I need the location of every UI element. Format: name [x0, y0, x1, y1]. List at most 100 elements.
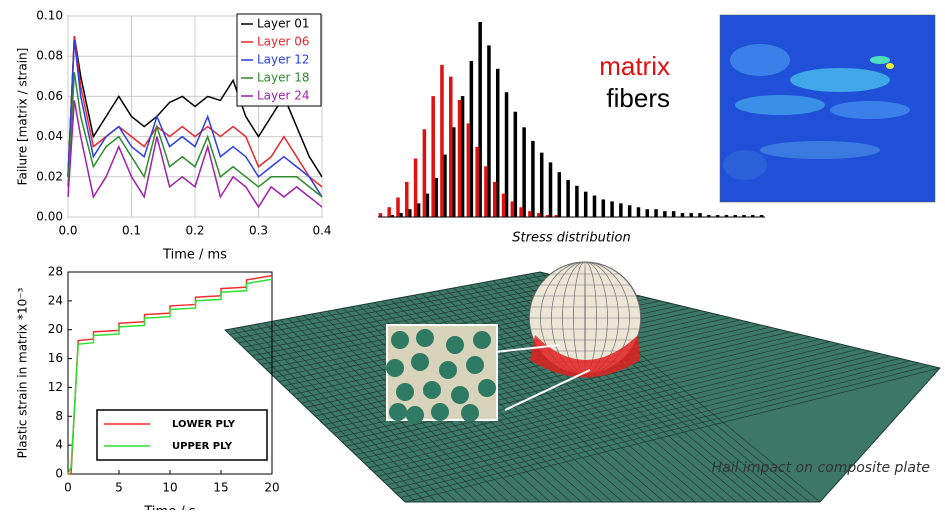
x-axis-label: Stress distribution: [512, 231, 630, 246]
legend-label: Layer 18: [257, 71, 310, 85]
y-tick-label: 0.06: [36, 89, 63, 103]
fiber: [451, 386, 469, 404]
bar: [431, 96, 435, 217]
fiber: [473, 331, 491, 349]
bar: [689, 213, 693, 217]
bar: [502, 194, 506, 217]
y-tick-label: 0.04: [36, 129, 63, 143]
fiber: [416, 329, 434, 347]
bar: [417, 203, 421, 217]
fiber: [411, 353, 429, 371]
bar: [540, 153, 544, 217]
bar: [619, 203, 623, 217]
bar: [379, 213, 383, 217]
fiber: [478, 379, 496, 397]
bar: [434, 178, 438, 217]
fiber: [431, 403, 449, 421]
y-tick-label: 4: [55, 438, 63, 452]
bar: [511, 201, 515, 217]
bar: [399, 213, 403, 217]
x-tick-label: 0.2: [185, 224, 204, 238]
bar: [549, 162, 553, 217]
y-tick-label: 0.00: [36, 210, 63, 224]
bar: [628, 205, 632, 217]
x-tick-label: 0.4: [312, 224, 331, 238]
legend-box: [97, 410, 267, 460]
legend-label: UPPER PLY: [172, 441, 233, 452]
x-tick-label: 0.3: [249, 224, 268, 238]
x-axis-label: Time / ms: [162, 248, 227, 263]
y-tick-label: 16: [48, 351, 63, 365]
fiber: [386, 359, 404, 377]
legend-label: Layer 06: [257, 35, 310, 49]
bar: [575, 186, 579, 217]
y-tick-label: 0.02: [36, 169, 63, 183]
y-tick-label: 12: [48, 380, 63, 394]
y-tick-label: 24: [48, 293, 63, 307]
bar: [496, 69, 500, 217]
bar: [528, 211, 532, 217]
y-axis-label: Failure [matrix / strain]: [16, 48, 30, 186]
bar: [478, 22, 482, 217]
fiber: [461, 404, 479, 422]
y-tick-label: 0.08: [36, 49, 63, 63]
bar: [663, 211, 667, 217]
fiber: [446, 336, 464, 354]
y-axis-label: Plastic strain in matrix *10⁻³: [16, 287, 30, 458]
bar: [387, 207, 391, 217]
bar: [593, 196, 597, 217]
y-tick-label: 0: [55, 467, 63, 481]
bar: [654, 209, 658, 217]
bar: [452, 127, 456, 217]
bar: [475, 147, 479, 217]
bar: [487, 45, 491, 217]
bar: [531, 141, 535, 217]
legend-label: matrix: [599, 51, 670, 81]
bar: [672, 211, 676, 217]
stress-map: [720, 15, 935, 202]
legend-label: Layer 12: [257, 53, 310, 67]
fiber: [396, 383, 414, 401]
y-tick-label: 20: [48, 322, 63, 336]
y-tick-label: 8: [55, 409, 63, 423]
bar: [440, 65, 444, 217]
bar: [537, 213, 541, 217]
legend-label: fibers: [606, 83, 670, 113]
bar: [396, 198, 400, 218]
fiber: [439, 361, 457, 379]
bar: [423, 129, 427, 217]
bar: [414, 159, 418, 218]
x-tick-label: 15: [213, 481, 228, 495]
bar: [405, 182, 409, 217]
bar: [505, 92, 509, 217]
bar: [698, 213, 702, 217]
x-axis-label: Time / s: [143, 505, 195, 511]
figure: Hail impact on composite plate 0.00 0.02 0…: [0, 0, 945, 510]
bar: [484, 166, 488, 217]
bar: [610, 201, 614, 217]
x-tick-label: 0: [64, 481, 72, 495]
bar: [566, 180, 570, 217]
bar: [467, 123, 471, 217]
y-tick-label: 0.10: [36, 9, 63, 23]
fiber: [466, 356, 484, 374]
bar: [558, 172, 562, 217]
x-tick-label: 10: [162, 481, 177, 495]
bar: [443, 155, 447, 217]
bar: [522, 127, 526, 217]
legend-label: LOWER PLY: [172, 419, 236, 430]
x-tick-label: 5: [115, 481, 123, 495]
y-tick-label: 28: [48, 265, 63, 279]
bar: [681, 213, 685, 217]
bar: [461, 96, 465, 217]
bar: [470, 61, 474, 217]
bar: [449, 77, 453, 217]
fiber: [423, 381, 441, 399]
bar: [514, 112, 518, 217]
bar: [602, 199, 606, 217]
x-tick-label: 20: [264, 481, 279, 495]
bar: [646, 209, 650, 217]
x-tick-label: 0.1: [122, 224, 141, 238]
annotation: Hail impact on composite plate: [712, 460, 930, 476]
bar: [408, 209, 412, 217]
